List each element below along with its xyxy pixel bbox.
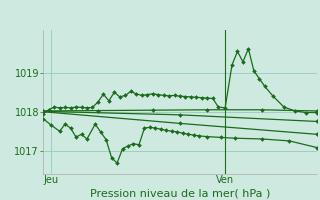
X-axis label: Pression niveau de la mer( hPa ): Pression niveau de la mer( hPa ) bbox=[90, 188, 270, 198]
